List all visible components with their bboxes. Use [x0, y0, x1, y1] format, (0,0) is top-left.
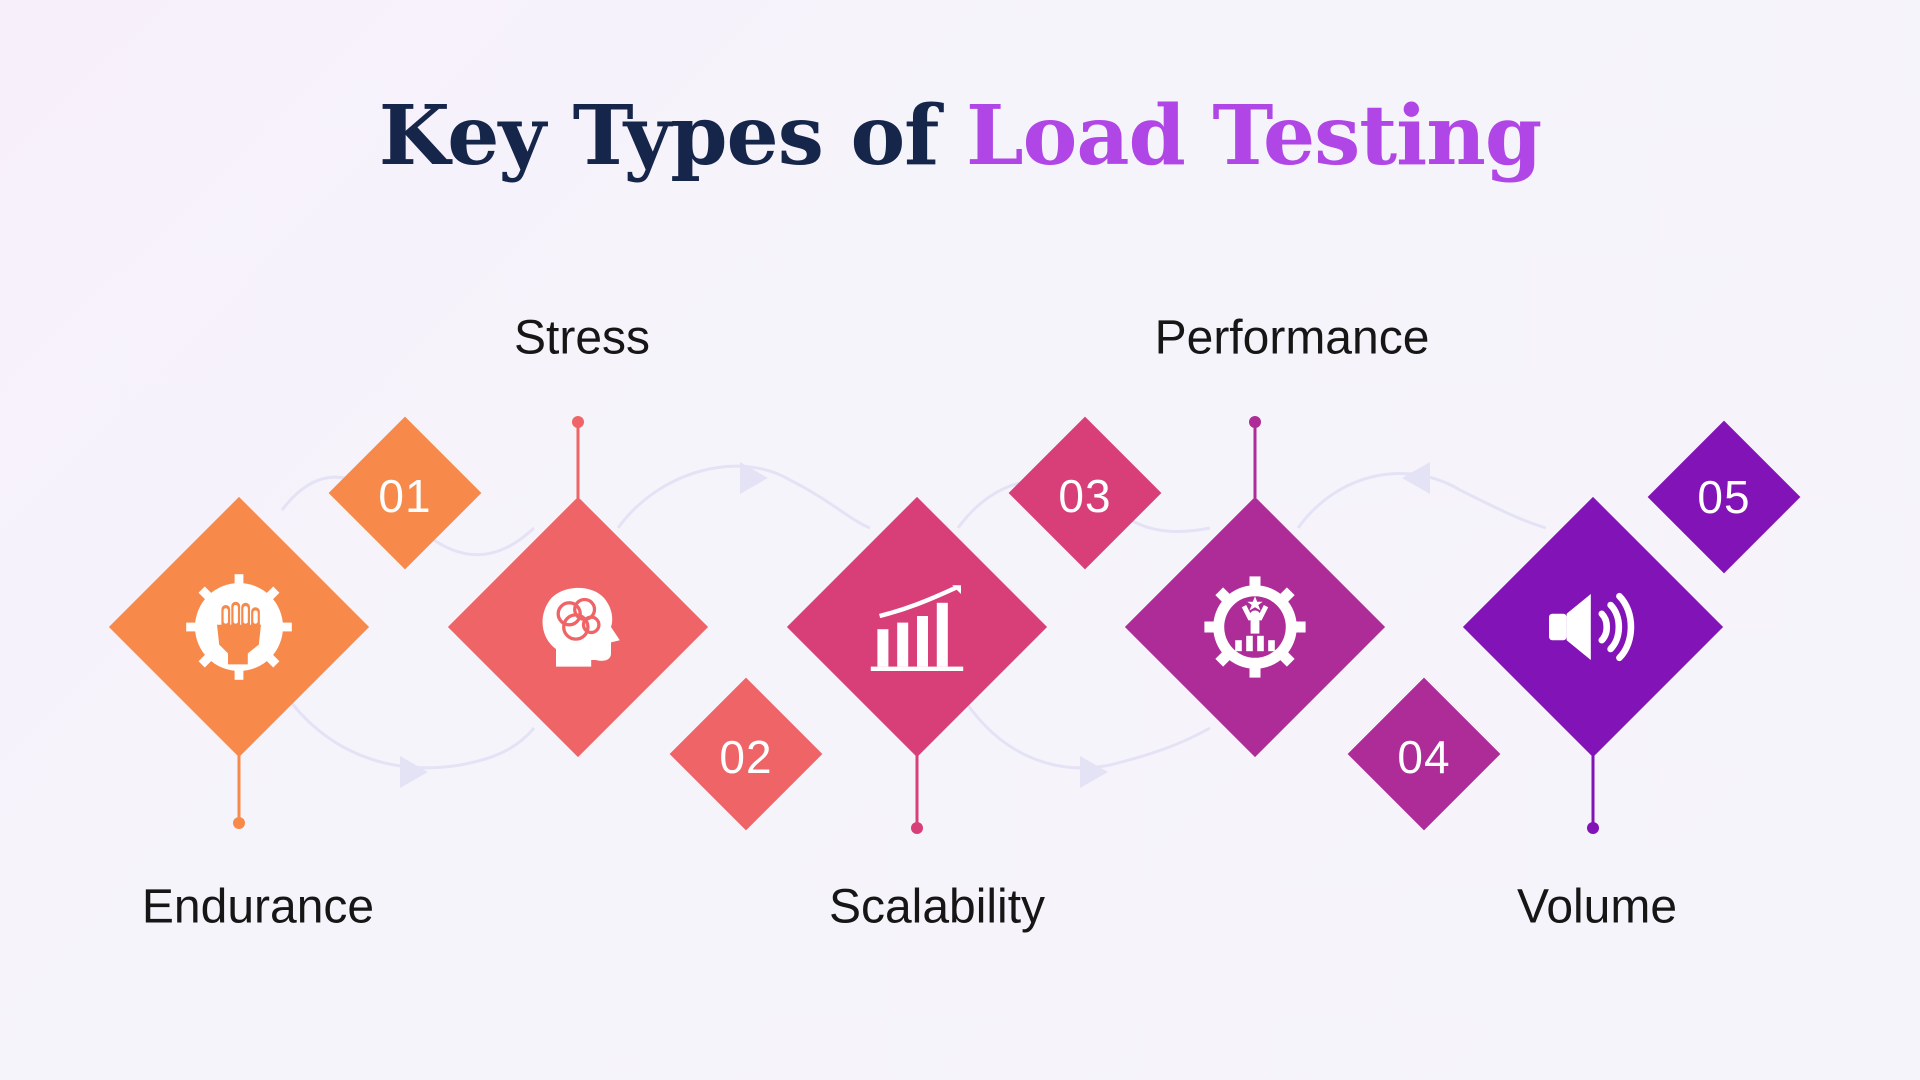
brain-head-icon [542, 587, 620, 667]
step-label-01: Endurance [141, 880, 375, 934]
step-label-02: Stress [513, 311, 651, 365]
page-title: Key Types of Load Testing [0, 88, 1920, 184]
step-number-04: 04 [1397, 731, 1451, 783]
step-label-04: Performance [1154, 311, 1430, 365]
speaker-volume-icon [1549, 592, 1635, 662]
title-main: Key Types of [378, 88, 966, 184]
step-number-03: 03 [1058, 470, 1112, 522]
performance-gear-icon [1204, 576, 1306, 678]
title-accent: Load Testing [965, 88, 1542, 184]
step-label-05: Volume [1516, 880, 1678, 934]
step-label-03: Scalability [828, 880, 1046, 934]
step-number-02: 02 [719, 731, 773, 783]
step-number-05: 05 [1697, 471, 1751, 523]
fist-gear-icon [186, 574, 292, 680]
growth-bar-chart-icon [870, 585, 964, 671]
step-number-01: 01 [378, 470, 432, 522]
